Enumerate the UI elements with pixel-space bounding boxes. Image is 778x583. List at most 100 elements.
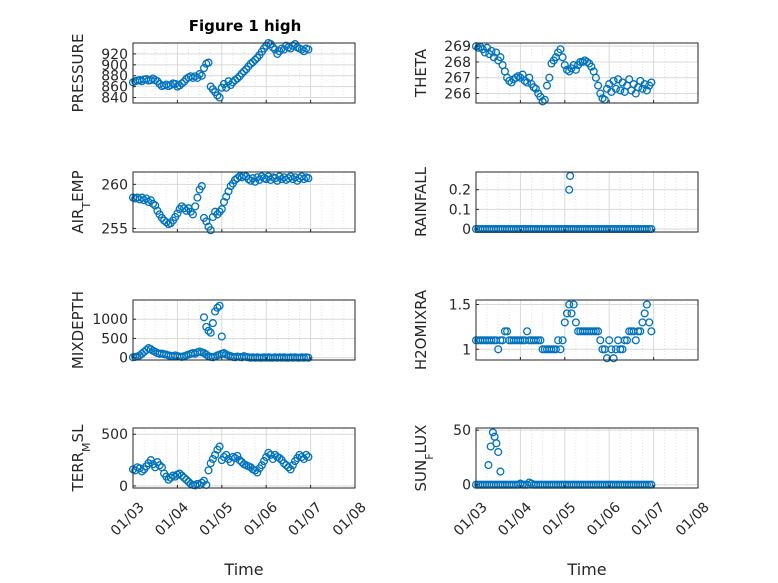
x-tick-label: 01/04 bbox=[495, 499, 535, 539]
data-point bbox=[284, 463, 293, 472]
data-point bbox=[177, 471, 186, 480]
data-point bbox=[202, 217, 211, 226]
data-point bbox=[562, 65, 572, 74]
data-point bbox=[197, 71, 206, 80]
data-point bbox=[640, 309, 649, 318]
data-point bbox=[558, 336, 567, 345]
data-point bbox=[505, 76, 514, 85]
x-tick-label: 01/06 bbox=[584, 499, 624, 539]
data-point bbox=[164, 475, 173, 484]
data-point bbox=[531, 336, 540, 345]
data-point bbox=[206, 328, 215, 337]
y-tick-label: 260 bbox=[101, 177, 128, 193]
data-point bbox=[202, 322, 211, 331]
data-point bbox=[631, 336, 640, 345]
data-point bbox=[199, 313, 209, 322]
data-point bbox=[208, 454, 217, 464]
data-point bbox=[180, 473, 189, 482]
y-tick-label: 500 bbox=[101, 331, 128, 347]
data-point bbox=[175, 469, 184, 478]
data-point bbox=[304, 452, 313, 462]
data-point bbox=[492, 439, 501, 448]
data-point bbox=[571, 65, 580, 74]
data-point bbox=[554, 336, 563, 345]
y-tick-label: 0 bbox=[119, 479, 128, 495]
data-point bbox=[215, 93, 224, 102]
data-point bbox=[253, 468, 262, 477]
data-point bbox=[151, 201, 160, 210]
x-axis-label: Time bbox=[223, 560, 263, 579]
y-tick-label: 840 bbox=[101, 91, 128, 107]
data-point bbox=[616, 86, 625, 95]
data-point bbox=[191, 481, 200, 490]
data-point bbox=[511, 73, 521, 82]
data-point bbox=[213, 91, 222, 100]
data-point bbox=[237, 69, 246, 78]
data-point bbox=[484, 461, 493, 470]
data-point bbox=[642, 86, 651, 95]
data-point bbox=[144, 197, 153, 207]
chart-panel-air_temp: 255 260 AIRTEMP bbox=[69, 170, 356, 237]
data-point bbox=[148, 199, 158, 208]
y-tick-label: 1 bbox=[462, 342, 471, 358]
y-tick-label: 860 bbox=[101, 80, 128, 96]
data-point bbox=[531, 84, 540, 93]
data-point bbox=[233, 174, 242, 183]
axes-box bbox=[475, 427, 699, 489]
data-point bbox=[587, 62, 596, 71]
data-point bbox=[503, 327, 512, 336]
data-point bbox=[204, 326, 213, 335]
x-tick-label: 01/04 bbox=[152, 499, 192, 539]
data-point bbox=[567, 309, 576, 318]
y-tick-label: 900 bbox=[101, 58, 128, 74]
y-tick-label: 1000 bbox=[92, 312, 128, 328]
data-point bbox=[197, 478, 206, 487]
data-point bbox=[594, 81, 603, 90]
x-tick-label: 01/08 bbox=[673, 499, 713, 539]
x-tick-label: 01/06 bbox=[241, 499, 281, 539]
y-axis-label: SUNFLUX bbox=[412, 425, 436, 492]
axes-box bbox=[475, 171, 699, 233]
data-point bbox=[565, 185, 574, 194]
data-point bbox=[133, 193, 142, 202]
y-tick-label: 920 bbox=[101, 47, 128, 63]
data-point bbox=[636, 327, 645, 336]
data-point bbox=[219, 197, 229, 207]
data-point bbox=[642, 300, 651, 309]
data-point bbox=[166, 473, 175, 482]
data-point bbox=[257, 461, 266, 470]
y-tick-label: 266 bbox=[444, 87, 471, 103]
x-axis-label: Time bbox=[566, 560, 606, 579]
data-point bbox=[204, 466, 213, 475]
data-point bbox=[275, 453, 284, 463]
data-point bbox=[605, 336, 614, 345]
data-point bbox=[542, 81, 552, 90]
data-point bbox=[304, 174, 313, 183]
data-point bbox=[562, 309, 572, 318]
data-point bbox=[177, 79, 186, 88]
data-point bbox=[235, 456, 244, 465]
y-tick-label: 0 bbox=[462, 222, 471, 238]
x-tick-label: 01/05 bbox=[540, 499, 580, 539]
y-tick-label: 0 bbox=[119, 351, 128, 367]
data-point bbox=[259, 457, 269, 466]
y-tick-label: 0.2 bbox=[449, 183, 471, 199]
data-point bbox=[226, 458, 235, 467]
data-point bbox=[496, 467, 505, 476]
data-point bbox=[647, 78, 656, 87]
data-series bbox=[471, 300, 656, 363]
data-point bbox=[620, 336, 629, 345]
y-tick-label: 50 bbox=[453, 423, 471, 439]
data-point bbox=[571, 318, 580, 327]
data-point bbox=[529, 83, 538, 92]
axes-box bbox=[132, 299, 356, 361]
axes-box bbox=[475, 299, 699, 361]
data-point bbox=[219, 349, 229, 358]
x-tick-label: 01/07 bbox=[285, 499, 325, 539]
data-point bbox=[215, 442, 224, 451]
y-tick-label: 269 bbox=[444, 39, 471, 55]
chart-panel-h2omixra: 1 1.5 H2OMIXRA bbox=[412, 289, 699, 370]
